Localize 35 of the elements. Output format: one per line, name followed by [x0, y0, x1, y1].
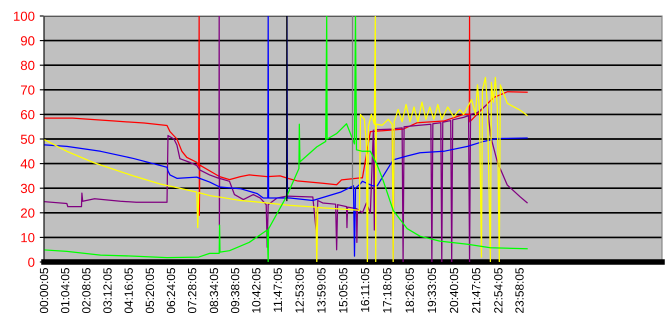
y-tick-label: 50 — [20, 134, 34, 144]
x-tick-label: 09:38:05 — [230, 268, 240, 314]
x-tick-label: 04:16:05 — [124, 268, 133, 314]
x-tick-label: 20:40:05 — [450, 268, 458, 313]
x-tick-label: 05:20:05 — [146, 268, 154, 314]
y-tick-label: 0 — [28, 258, 34, 267]
x-tick-label: 19:33:05 — [428, 268, 436, 313]
y-tick-label: 90 — [20, 36, 34, 46]
y-tick-label: 100 — [14, 12, 34, 21]
x-tick-label: 03:12:05 — [103, 268, 112, 314]
x-tick-label: 15:05:05 — [339, 268, 348, 313]
y-tick-label: 30 — [20, 184, 34, 194]
x-tick-label: 10:42:05 — [252, 268, 260, 313]
x-tick-label: 11:47:05 — [274, 268, 282, 312]
x-tick-label: 22:54:05 — [494, 268, 503, 313]
line-series — [44, 16, 528, 216]
y-tick-label: 80 — [20, 60, 34, 70]
y-tick-label: 70 — [20, 85, 34, 95]
y-tick-label: 10 — [21, 232, 34, 242]
x-tick-label: 07:28:05 — [188, 268, 196, 314]
x-tick-label: 13:59:05 — [317, 268, 326, 313]
x-tick-label: 21:47:05 — [472, 268, 480, 313]
y-tick-label: 60 — [20, 110, 34, 120]
x-tick-label: 16:11:05 — [360, 268, 370, 312]
x-tick-label: 17:18:05 — [383, 268, 392, 313]
x-tick-label: 18:26:05 — [406, 268, 414, 313]
y-tick-label: 40 — [20, 159, 34, 169]
x-tick-label: 08:34:05 — [210, 268, 218, 314]
x-tick-label: 02:08:05 — [82, 268, 91, 314]
x-tick-label: 12:53:05 — [295, 268, 304, 313]
x-tick-label: 06:24:05 — [166, 268, 176, 314]
y-tick-label: 20 — [20, 208, 34, 218]
x-tick-label: 23:58:05 — [515, 268, 524, 313]
x-tick-label: 00:00:05 — [40, 268, 48, 314]
x-tick-label: 01:04:05 — [60, 268, 70, 314]
